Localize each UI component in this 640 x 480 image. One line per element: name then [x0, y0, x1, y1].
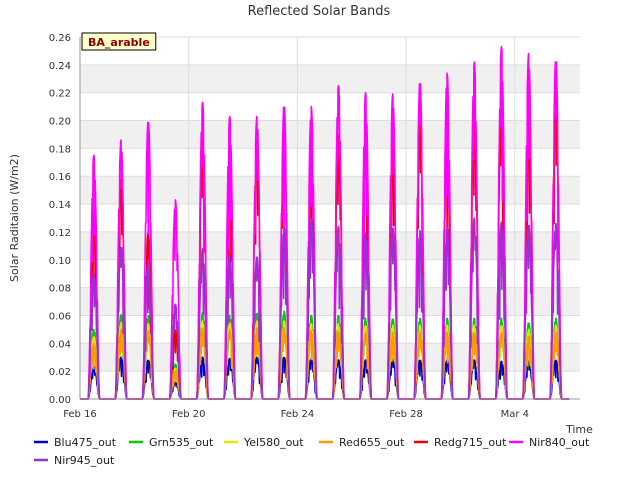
x-tick-labels: Feb 16 Feb 20 Feb 24 Feb 28 Mar 4	[63, 409, 529, 420]
legend: Blu475_out Grn535_out Yel580_out Red655_out…	[34, 436, 590, 467]
y-tick-label: 0.06	[49, 311, 71, 322]
y-tick-label: 0.14	[49, 200, 71, 211]
site-badge-box	[81, 32, 157, 51]
legend-label: Nir945_out	[54, 454, 115, 467]
axes	[79, 37, 580, 400]
y-tick-labels: 0.00 0.02 0.04 0.06 0.08 0.10 0.12 0.14 0.16 0.18…	[49, 33, 71, 406]
y-tick-label: 0.04	[49, 339, 71, 350]
y-tick-label: 0.08	[49, 284, 71, 295]
background-band	[80, 64, 580, 93]
y-tick-label: 0.02	[49, 367, 71, 378]
y-tick-label: 0.16	[49, 172, 71, 183]
y-tick-label: 0.22	[49, 89, 71, 100]
x-tick-label: Feb 20	[172, 409, 206, 420]
x-axis-label: Time	[565, 423, 593, 436]
legend-label: Nir840_out	[529, 436, 590, 449]
chart-title: Reflected Solar Bands	[248, 4, 391, 19]
legend-label: Redg715_out	[434, 436, 507, 449]
legend-label: Blu475_out	[54, 436, 117, 449]
y-axis-label: Solar Raditaion (W/m2)	[8, 154, 21, 282]
background-band	[80, 231, 580, 260]
x-tick-label: Mar 4	[501, 409, 529, 420]
x-tick-label: Feb 24	[281, 409, 315, 420]
y-tick-label: 0.10	[49, 256, 71, 267]
x-tick-label: Feb 28	[389, 409, 423, 420]
y-tick-label: 0.00	[49, 395, 71, 406]
y-tick-label: 0.12	[49, 228, 71, 239]
legend-label: Red655_out	[339, 436, 405, 449]
site-badge: BA_arable	[81, 32, 157, 51]
y-tick-label: 0.26	[49, 33, 71, 44]
legend-label: Yel580_out	[243, 436, 304, 449]
y-tick-label: 0.24	[49, 61, 71, 72]
y-tick-label: 0.20	[49, 117, 71, 128]
x-tick-label: Feb 16	[63, 409, 97, 420]
y-tick-label: 0.18	[49, 144, 71, 155]
background-band	[80, 176, 580, 205]
background-band	[80, 120, 580, 149]
site-badge-label: BA_arable	[88, 36, 150, 49]
legend-label: Grn535_out	[149, 436, 214, 449]
